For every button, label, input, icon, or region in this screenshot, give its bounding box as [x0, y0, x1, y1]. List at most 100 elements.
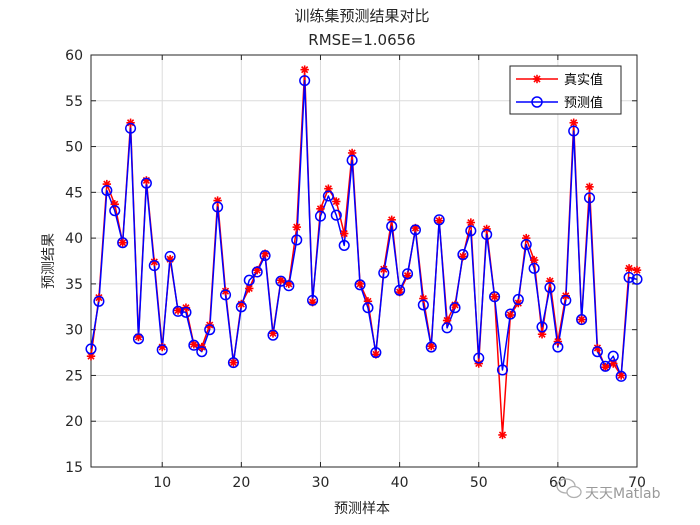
data-point-pred [496, 364, 509, 376]
data-point-pred [354, 279, 366, 291]
x-tick-label: 70 [628, 475, 646, 491]
data-point-pred [409, 224, 421, 236]
data-point-pred [299, 75, 311, 87]
data-point-pred [576, 314, 588, 326]
data-point-true [158, 342, 167, 352]
data-point-pred [180, 306, 192, 318]
data-point-true [292, 222, 301, 232]
data-point-pred [599, 360, 611, 372]
data-point-pred [251, 266, 263, 278]
data-point-pred [568, 125, 580, 137]
data-point-true [450, 300, 460, 310]
data-point-true [466, 218, 476, 227]
y-tick-label: 50 [65, 140, 83, 156]
data-point-pred [212, 201, 224, 213]
x-tick-label: 40 [391, 475, 409, 491]
data-point-pred [433, 214, 445, 226]
series-markers [85, 65, 643, 440]
data-point-true [601, 363, 610, 372]
data-point-pred [267, 329, 279, 341]
data-point-true [577, 315, 586, 324]
legend-label-true: 真实值 [564, 72, 603, 88]
y-tick-label: 45 [65, 185, 83, 201]
data-point-true [332, 197, 341, 206]
y-tick-label: 55 [65, 94, 83, 110]
data-point-true [434, 216, 444, 225]
legend-label-pred: 预测值 [564, 95, 603, 111]
data-point-pred [607, 350, 619, 362]
data-point-pred [544, 282, 556, 294]
data-point-pred [386, 220, 398, 232]
data-point-pred [307, 294, 319, 306]
data-point-true [569, 118, 578, 127]
data-point-true [632, 265, 642, 275]
series-line-1 [90, 79, 638, 378]
data-point-pred [164, 250, 176, 262]
data-point-pred [117, 237, 129, 249]
data-point-true [355, 279, 365, 289]
data-point-pred [520, 238, 532, 251]
y-tick-label: 35 [65, 277, 83, 293]
data-point-true [498, 430, 507, 440]
y-tick-label: 30 [65, 323, 83, 339]
y-tick-labels: 15 20 25 30 35 40 45 50 55 60 [65, 48, 83, 476]
data-point-pred [378, 267, 390, 279]
data-point-pred [394, 284, 406, 296]
data-point-pred [219, 289, 232, 301]
data-point-pred [631, 273, 643, 285]
data-point-pred [132, 333, 145, 345]
data-point-true [506, 310, 515, 320]
x-tick-label: 20 [232, 475, 250, 491]
data-point-pred [441, 322, 453, 334]
data-point-true [585, 182, 594, 192]
data-point-true [609, 359, 618, 368]
data-point-pred [504, 308, 516, 320]
y-axis-label: 预测结果 [41, 233, 57, 289]
data-point-pred [528, 262, 540, 274]
data-point-pred [481, 228, 493, 240]
data-point-true [118, 238, 127, 247]
data-point-pred [235, 301, 247, 313]
data-point-pred [93, 295, 105, 307]
x-tick-label: 50 [470, 475, 488, 491]
data-point-pred [188, 339, 200, 351]
data-point-pred [243, 274, 255, 286]
watermark: 天天Matlab [556, 478, 661, 502]
watermark-text: 天天Matlab [585, 486, 661, 502]
data-point-pred [449, 302, 461, 314]
data-point-pred [283, 280, 295, 292]
chart-title: 训练集预测结果对比 [294, 7, 429, 25]
data-point-pred [140, 177, 152, 189]
data-point-pred [623, 271, 635, 284]
data-point-pred [156, 344, 168, 356]
data-point-pred [583, 192, 596, 204]
data-point-pred [259, 249, 271, 262]
data-point-true [229, 358, 238, 367]
wechat-logo-icon [556, 478, 582, 499]
data-point-true [347, 148, 357, 158]
y-tick-label: 15 [65, 460, 83, 476]
data-point-pred [425, 341, 437, 353]
data-point-pred [204, 324, 216, 336]
y-tick-label: 25 [65, 368, 83, 384]
legend-box [509, 65, 622, 115]
data-point-true [237, 299, 246, 309]
y-tick-label: 20 [65, 414, 83, 430]
plot-area [90, 54, 638, 468]
data-point-pred [330, 209, 342, 221]
data-point-pred [512, 293, 524, 306]
data-point-pred [85, 343, 97, 355]
data-point-pred [314, 210, 327, 222]
legend: 真实值 预测值 [509, 65, 622, 115]
data-point-pred [457, 249, 469, 261]
y-tick-label: 40 [65, 231, 83, 247]
legend-marker-pred [531, 96, 543, 108]
data-point-pred [473, 352, 485, 364]
data-point-true [340, 229, 349, 238]
data-point-pred [346, 154, 358, 166]
x-axis-label: 预测样本 [334, 501, 390, 517]
data-point-pred [615, 370, 627, 382]
data-point-pred [196, 346, 208, 358]
data-point-true [490, 292, 499, 301]
